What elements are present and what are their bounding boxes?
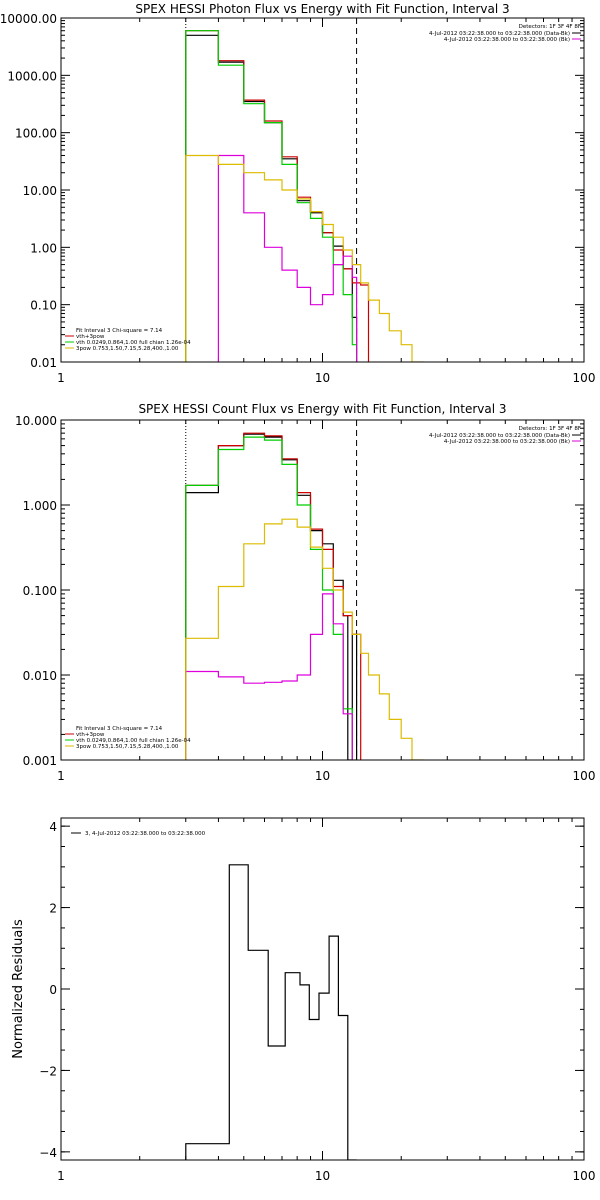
y-tick-label: 0.01 (30, 356, 57, 370)
series-4-histogram (185, 593, 353, 760)
series-3-histogram (185, 30, 358, 362)
chart-title: SPEX HESSI Photon Flux vs Energy with Fi… (135, 2, 509, 16)
fit-legend-entry: Fit Interval 3 Chi-square = 7.14 (76, 328, 163, 334)
series-4-histogram (217, 154, 358, 362)
y-tick-label: 0 (49, 983, 57, 997)
fit-legend-entry: vth+3pow (76, 334, 105, 340)
plot-frame (60, 419, 585, 761)
y-tick-label: 1.000 (23, 499, 57, 513)
x-tick-label: 10 (315, 371, 330, 385)
fit-legend-entry: 3pow 0.753,1.50,7.15,5.28,400.,1.00 (76, 346, 179, 352)
series-1-histogram (185, 34, 358, 362)
y-tick-label: 0.10 (30, 299, 57, 313)
x-tick-label: 1 (57, 371, 65, 385)
y-tick-label: 0.001 (23, 754, 57, 768)
y-tick-label: −4 (39, 1146, 57, 1160)
y-tick-label: −2 (39, 1064, 57, 1078)
series-2-histogram (185, 432, 362, 760)
y-tick-label: 1000.00 (7, 69, 57, 83)
plot-frame (60, 817, 585, 1161)
y-tick-label: 100.00 (15, 127, 57, 141)
y-tick-label: 0.010 (23, 669, 57, 683)
y-tick-label: 10000.00 (0, 12, 57, 26)
y-tick-label: 2 (49, 902, 57, 916)
fit-legend-entry: 3pow 0.753,1.50,7.15,5.28,400.,1.00 (76, 744, 179, 750)
legend-detectors: Detectors: 1F 3F 4F 8F (519, 426, 581, 432)
x-tick-label: 100 (573, 769, 596, 783)
chart-title: SPEX HESSI Count Flux vs Energy with Fit… (138, 402, 506, 416)
y-tick-label: 1.00 (30, 241, 57, 255)
legend-entry: 3, 4-Jul-2012 03:22:38.000 to 03:22:38.0… (85, 831, 206, 837)
series-2-histogram (185, 30, 370, 362)
x-tick-label: 10 (315, 769, 330, 783)
legend-entry: 4-Jul-2012 03:22:38.000 to 03:22:38.000 … (444, 439, 570, 445)
chart-panel-2: SPEX HESSI Count Flux vs Energy with Fit… (15, 402, 595, 783)
x-tick-label: 100 (573, 1169, 596, 1183)
y-tick-label: 0.100 (23, 584, 57, 598)
y-tick-label: 10.00 (23, 184, 57, 198)
chart-panel-3: 1 10 100 −4 −2 0 2 4 Normalized Residuals 3, 4-Ju… (11, 817, 596, 1183)
chart-panel-1: SPEX HESSI Photon Flux vs Energy with Fi… (0, 2, 595, 385)
y-tick-label: 10.000 (15, 414, 57, 428)
x-tick-label: 10 (315, 1169, 330, 1183)
fit-legend-entry: vth 0.0249,0.864,1.00 full chian 1.26e-0… (76, 738, 191, 744)
series-1-histogram (185, 864, 357, 1160)
series-5-histogram (185, 154, 425, 362)
fit-legend-entry: Fit Interval 3 Chi-square = 7.14 (76, 726, 163, 732)
x-tick-label: 1 (57, 1169, 65, 1183)
fit-legend-entry: vth 0.0249,0.864,1.00 full chian 1.26e-0… (76, 340, 191, 346)
series-1-histogram (185, 433, 358, 760)
x-tick-label: 1 (57, 769, 65, 783)
series-5-histogram (185, 518, 425, 760)
legend-detectors: Detectors: 1F 3F 4F 8F (519, 24, 581, 30)
fit-legend-entry: vth+3pow (76, 732, 105, 738)
series-3-histogram (185, 436, 357, 760)
legend-entry: 4-Jul-2012 03:22:38.000 to 03:22:38.000 … (429, 31, 570, 37)
legend-entry: 4-Jul-2012 03:22:38.000 to 03:22:38.000 … (429, 433, 570, 439)
x-tick-label: 100 (573, 371, 596, 385)
y-tick-label: 4 (49, 820, 57, 834)
legend-entry: 4-Jul-2012 03:22:38.000 to 03:22:38.000 … (444, 37, 570, 43)
y-axis-label: Normalized Residuals (11, 919, 26, 1059)
plot-frame (60, 17, 585, 363)
